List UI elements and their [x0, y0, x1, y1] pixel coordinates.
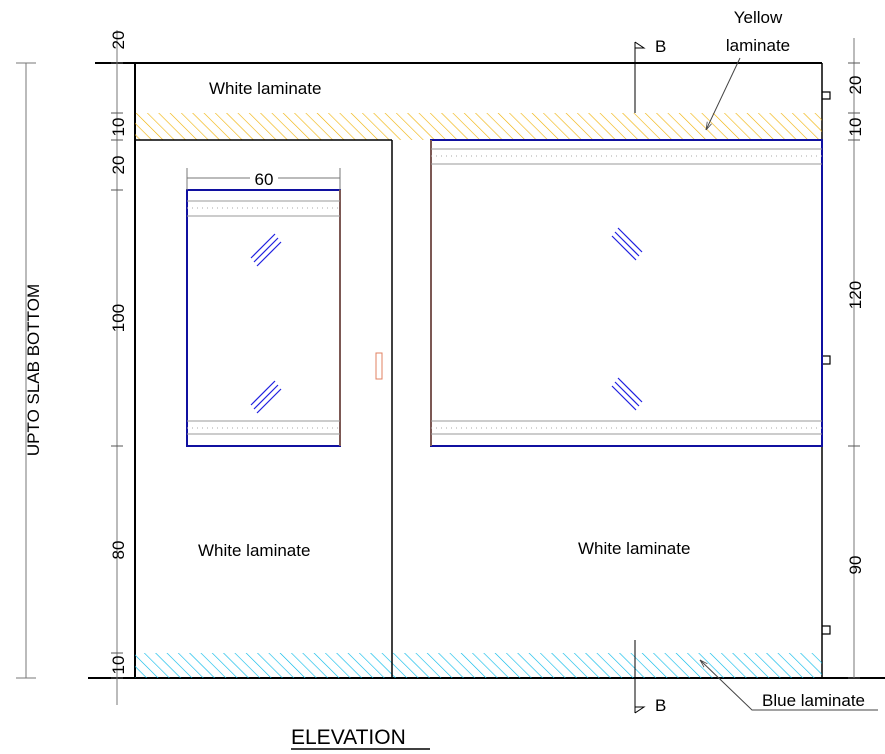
section-label-top: B	[655, 37, 666, 56]
yellow-laminate-callout: Yellow laminate	[706, 8, 790, 130]
glazing-mark	[250, 380, 282, 414]
label-white-laminate-door: White laminate	[198, 541, 310, 560]
section-marker-bottom: B	[634, 640, 666, 715]
dim-left-80: 80	[109, 541, 128, 560]
glazing-mark	[611, 377, 643, 411]
door-handle	[375, 352, 383, 380]
label-white-laminate-top: White laminate	[209, 79, 321, 98]
left-dimension-chain: 20 10 20 100 80 10	[109, 30, 128, 705]
partition-outline	[88, 62, 885, 679]
drawing-title: ELEVATION	[291, 726, 430, 750]
label-white-laminate-panel: White laminate	[578, 539, 690, 558]
dim-right-120: 120	[846, 281, 865, 309]
overall-height-dimension: UPTO SLAB BOTTOM	[16, 62, 43, 679]
door	[135, 139, 393, 678]
blue-laminate-callout: Blue laminate	[700, 660, 878, 711]
dim-window-width: 60	[255, 170, 274, 189]
dim-right-10: 10	[846, 118, 865, 137]
dim-left-10-top: 10	[109, 118, 128, 137]
label-blue-laminate: Blue laminate	[762, 691, 865, 710]
label-yellow-laminate-line1: Yellow	[734, 8, 783, 27]
dim-left-20: 20	[109, 156, 128, 175]
dim-right-20: 20	[846, 76, 865, 95]
yellow-laminate-band	[135, 113, 822, 140]
door-window	[186, 189, 341, 447]
dim-left-20-top: 20	[109, 31, 128, 50]
glazing-mark	[250, 233, 282, 267]
dim-left-10-bottom: 10	[109, 656, 128, 675]
blue-laminate-band	[135, 653, 822, 678]
glazing-mark	[611, 227, 643, 261]
upto-slab-bottom-label: UPTO SLAB BOTTOM	[24, 284, 43, 456]
section-marker-top: B	[634, 37, 666, 113]
dim-right-90: 90	[846, 556, 865, 575]
section-label-bottom: B	[655, 696, 666, 715]
window-width-dimension: 60	[186, 168, 341, 190]
dim-left-100: 100	[109, 304, 128, 332]
label-yellow-laminate-line2: laminate	[726, 36, 790, 55]
right-dimension-chain: 20 10 120 90	[846, 38, 865, 679]
elevation-title: ELEVATION	[291, 726, 406, 749]
fixed-window	[430, 139, 823, 447]
